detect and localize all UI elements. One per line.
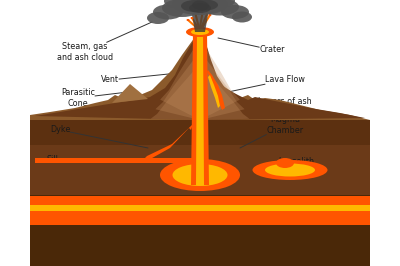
Polygon shape	[30, 195, 370, 266]
Polygon shape	[207, 70, 225, 110]
Ellipse shape	[221, 5, 249, 19]
Polygon shape	[35, 30, 200, 120]
Polygon shape	[200, 30, 365, 120]
Text: Parasitic
Cone: Parasitic Cone	[61, 88, 128, 108]
Polygon shape	[30, 205, 200, 211]
Polygon shape	[200, 145, 370, 195]
Ellipse shape	[201, 0, 239, 15]
Polygon shape	[200, 66, 250, 120]
Polygon shape	[112, 84, 148, 103]
Text: Layers of ash: Layers of ash	[235, 98, 312, 106]
Ellipse shape	[189, 3, 211, 13]
Polygon shape	[160, 42, 200, 120]
Polygon shape	[30, 196, 200, 206]
Ellipse shape	[209, 0, 235, 7]
Ellipse shape	[265, 164, 315, 177]
Ellipse shape	[162, 0, 202, 17]
Polygon shape	[30, 30, 200, 120]
Ellipse shape	[276, 158, 294, 168]
Polygon shape	[30, 210, 200, 225]
Ellipse shape	[191, 29, 209, 35]
Polygon shape	[155, 54, 200, 120]
Polygon shape	[200, 120, 370, 145]
Polygon shape	[30, 120, 200, 145]
Ellipse shape	[172, 0, 208, 11]
Ellipse shape	[186, 27, 214, 37]
Ellipse shape	[194, 11, 196, 13]
Text: Laccolith: Laccolith	[258, 157, 314, 170]
Polygon shape	[143, 124, 193, 162]
Polygon shape	[200, 196, 370, 206]
Ellipse shape	[232, 11, 252, 23]
Ellipse shape	[196, 0, 228, 11]
Ellipse shape	[147, 12, 169, 24]
Polygon shape	[200, 54, 245, 120]
Text: Vent: Vent	[101, 72, 188, 85]
Ellipse shape	[181, 0, 209, 12]
Text: Magma
Chamber: Magma Chamber	[240, 115, 304, 148]
Polygon shape	[208, 75, 220, 108]
Ellipse shape	[186, 19, 190, 21]
Ellipse shape	[202, 9, 204, 11]
Polygon shape	[200, 210, 370, 225]
Polygon shape	[196, 32, 204, 185]
Ellipse shape	[252, 160, 328, 180]
Polygon shape	[200, 205, 370, 211]
Polygon shape	[200, 30, 370, 120]
Ellipse shape	[179, 0, 221, 7]
Polygon shape	[191, 32, 209, 185]
Ellipse shape	[206, 11, 210, 13]
Text: Sill: Sill	[46, 156, 90, 164]
Polygon shape	[200, 42, 240, 120]
Polygon shape	[30, 145, 200, 195]
Ellipse shape	[164, 0, 192, 8]
Polygon shape	[35, 158, 192, 163]
Ellipse shape	[160, 159, 240, 191]
Ellipse shape	[208, 14, 212, 16]
Ellipse shape	[153, 5, 183, 19]
Text: Steam, gas
and ash cloud: Steam, gas and ash cloud	[57, 22, 152, 62]
Ellipse shape	[172, 164, 228, 186]
Text: Crater: Crater	[218, 38, 285, 55]
Text: Dyke: Dyke	[50, 126, 148, 148]
Ellipse shape	[190, 17, 194, 19]
Polygon shape	[192, 8, 208, 32]
Text: Lava Flow: Lava Flow	[228, 76, 305, 92]
Polygon shape	[150, 66, 200, 120]
Ellipse shape	[172, 0, 228, 15]
Ellipse shape	[192, 0, 218, 10]
